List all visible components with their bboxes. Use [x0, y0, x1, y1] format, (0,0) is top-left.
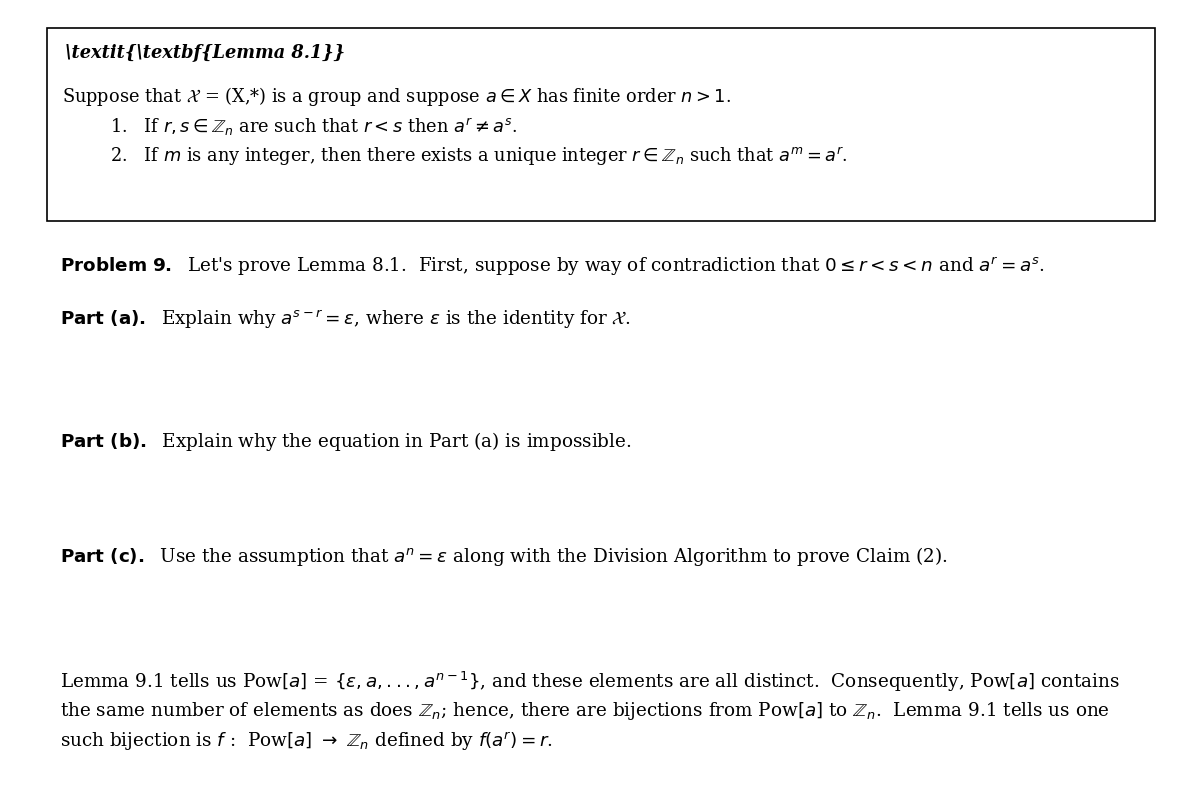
Text: $\mathbf{Part\ (a).}$  Explain why $a^{s-r} = \varepsilon$, where $\varepsilon$ : $\mathbf{Part\ (a).}$ Explain why $a^{s-… [60, 308, 631, 331]
Text: the same number of elements as does $\mathbb{Z}_n$; hence, there are bijections : the same number of elements as does $\ma… [60, 700, 1110, 722]
Text: 1.   If $r, s \in \mathbb{Z}_n$ are such that $r < s$ then $a^r \neq a^s$.: 1. If $r, s \in \mathbb{Z}_n$ are such t… [110, 116, 517, 138]
Text: \textit{\textbf{Lemma 8.1}}: \textit{\textbf{Lemma 8.1}} [65, 44, 346, 62]
Text: Lemma 9.1 tells us Pow$[a]$ = $\{\varepsilon, a, ..., a^{n-1}\}$, and these elem: Lemma 9.1 tells us Pow$[a]$ = $\{\vareps… [60, 670, 1120, 694]
FancyBboxPatch shape [47, 28, 1154, 221]
Text: Suppose that $\mathbf{\mathcal{X}}$ = (X,*) is a group and suppose $a \in X$ has: Suppose that $\mathbf{\mathcal{X}}$ = (X… [62, 85, 731, 108]
Text: $\mathbf{Problem\ 9.}$  Let's prove Lemma 8.1.  First, suppose by way of contrad: $\mathbf{Problem\ 9.}$ Let's prove Lemma… [60, 255, 1044, 278]
Text: 2.   If $m$ is any integer, then there exists a unique integer $r \in \mathbb{Z}: 2. If $m$ is any integer, then there exi… [110, 145, 848, 168]
Text: $\mathbf{Part\ (b).}$  Explain why the equation in Part (a) is impossible.: $\mathbf{Part\ (b).}$ Explain why the eq… [60, 430, 631, 453]
Text: $\mathbf{Part\ (c).}$  Use the assumption that $a^n = \varepsilon$ along with th: $\mathbf{Part\ (c).}$ Use the assumption… [60, 545, 948, 568]
Text: such bijection is $f$ :  Pow$[a]$ $\rightarrow$ $\mathbb{Z}_n$ defined by $f(a^r: such bijection is $f$ : Pow$[a]$ $\right… [60, 730, 553, 752]
